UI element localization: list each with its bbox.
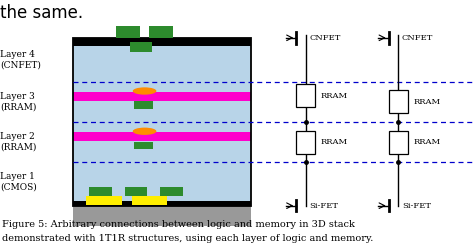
Text: (RRAM): (RRAM) — [0, 103, 36, 112]
Text: Si-FET: Si-FET — [310, 202, 338, 210]
Bar — [86, 196, 122, 205]
Bar — [73, 38, 251, 46]
Bar — [389, 131, 408, 154]
Bar — [73, 206, 251, 226]
Text: Si-FET: Si-FET — [402, 202, 431, 210]
Bar — [296, 84, 315, 107]
Bar — [73, 162, 251, 201]
Text: RRAM: RRAM — [321, 92, 348, 100]
Bar — [125, 187, 147, 196]
Text: RRAM: RRAM — [413, 98, 440, 106]
Bar — [73, 122, 251, 162]
Bar — [134, 101, 153, 109]
Bar — [73, 82, 251, 122]
Text: RRAM: RRAM — [321, 138, 348, 146]
Bar — [132, 196, 167, 205]
Bar — [73, 38, 251, 82]
Text: Figure 5: Arbitrary connections between logic and memory in 3D stack: Figure 5: Arbitrary connections between … — [2, 220, 355, 229]
Text: CNFET: CNFET — [402, 34, 433, 42]
Text: the same.: the same. — [0, 4, 83, 22]
Bar — [389, 90, 408, 113]
Text: Layer 1: Layer 1 — [0, 172, 35, 181]
Bar — [130, 42, 152, 52]
Bar — [73, 132, 251, 141]
Text: CNFET: CNFET — [310, 34, 341, 42]
Ellipse shape — [133, 87, 156, 95]
Bar — [134, 142, 153, 149]
Text: (CNFET): (CNFET) — [0, 61, 41, 70]
Text: Layer 3: Layer 3 — [0, 92, 35, 101]
Bar — [89, 187, 112, 196]
Text: (CMOS): (CMOS) — [0, 183, 37, 192]
Ellipse shape — [133, 128, 156, 135]
Bar — [149, 26, 173, 38]
Bar — [296, 131, 315, 154]
Text: Layer 2: Layer 2 — [0, 132, 35, 141]
Text: demonstrated with 1T1R structures, using each layer of logic and memory.: demonstrated with 1T1R structures, using… — [2, 234, 374, 243]
Text: (RRAM): (RRAM) — [0, 143, 36, 152]
Bar — [160, 187, 183, 196]
Text: Layer 4: Layer 4 — [0, 50, 35, 59]
Bar — [73, 38, 251, 206]
Text: RRAM: RRAM — [413, 138, 440, 146]
Bar — [116, 26, 140, 38]
Bar — [73, 92, 251, 101]
Bar — [73, 201, 251, 206]
